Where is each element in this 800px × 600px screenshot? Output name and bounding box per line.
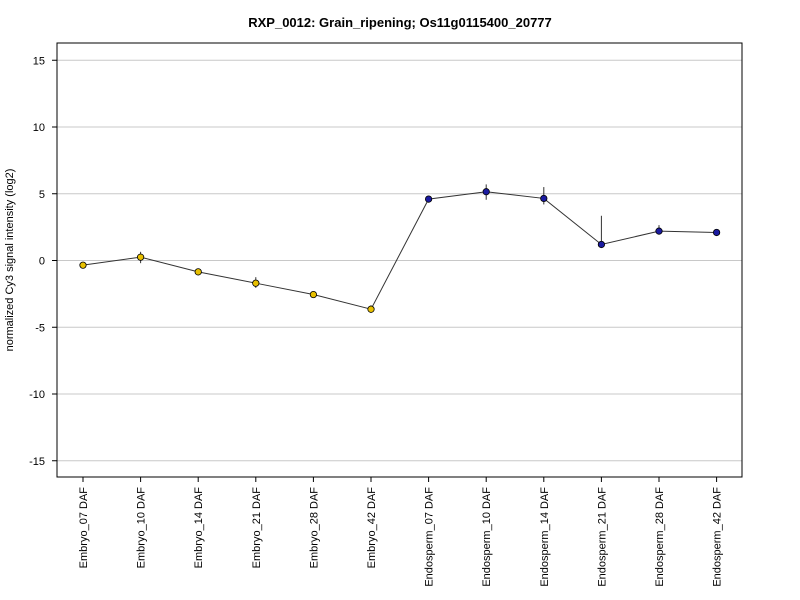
data-point bbox=[252, 279, 260, 287]
x-axis: Embryo_07 DAF Embryo_10 DAF Embryo_14 DAF E… bbox=[78, 477, 724, 587]
data-point bbox=[194, 268, 202, 276]
x-tick-label: Endosperm_28 DAF bbox=[654, 487, 666, 587]
x-tick-label: Endosperm_10 DAF bbox=[481, 487, 493, 587]
x-tick-label: Endosperm_14 DAF bbox=[539, 487, 551, 587]
x-tick-label: Embryo_07 DAF bbox=[78, 487, 90, 569]
x-tick-label: Endosperm_07 DAF bbox=[424, 487, 436, 587]
data-point bbox=[424, 195, 433, 203]
y-tick-label: 15 bbox=[33, 55, 45, 67]
data-point bbox=[367, 305, 375, 313]
y-tick-label: -15 bbox=[29, 456, 45, 468]
y-tick-label: 10 bbox=[33, 122, 45, 134]
data-point bbox=[309, 290, 317, 299]
y-tick-label: 0 bbox=[39, 256, 45, 268]
chart-title: RXP_0012: Grain_ripening; Os11g0115400_2… bbox=[248, 15, 552, 30]
x-tick-label: Embryo_42 DAF bbox=[366, 487, 378, 569]
data-point bbox=[79, 261, 87, 269]
y-axis-label: normalized Cy3 signal intensity (log2) bbox=[4, 169, 16, 352]
grid-lines bbox=[57, 59, 742, 462]
data-point bbox=[597, 240, 606, 249]
data-point bbox=[712, 228, 721, 237]
series-layer bbox=[79, 184, 721, 313]
y-tick-label: -10 bbox=[29, 389, 45, 401]
y-tick-label: 5 bbox=[39, 189, 45, 201]
data-point bbox=[655, 227, 663, 235]
x-tick-label: Embryo_10 DAF bbox=[136, 487, 148, 569]
y-axis: 15 10 5 0 -5 -10 -15 bbox=[29, 55, 57, 468]
x-tick-label: Embryo_28 DAF bbox=[308, 487, 320, 569]
data-point bbox=[482, 188, 490, 196]
x-tick-label: Endosperm_42 DAF bbox=[712, 487, 724, 587]
data-point bbox=[540, 194, 548, 203]
series-line bbox=[82, 191, 717, 310]
x-tick-label: Embryo_14 DAF bbox=[193, 487, 205, 569]
data-point bbox=[137, 253, 145, 261]
y-tick-label: -5 bbox=[35, 322, 45, 334]
x-tick-label: Endosperm_21 DAF bbox=[596, 487, 608, 587]
x-tick-label: Embryo_21 DAF bbox=[251, 487, 263, 569]
